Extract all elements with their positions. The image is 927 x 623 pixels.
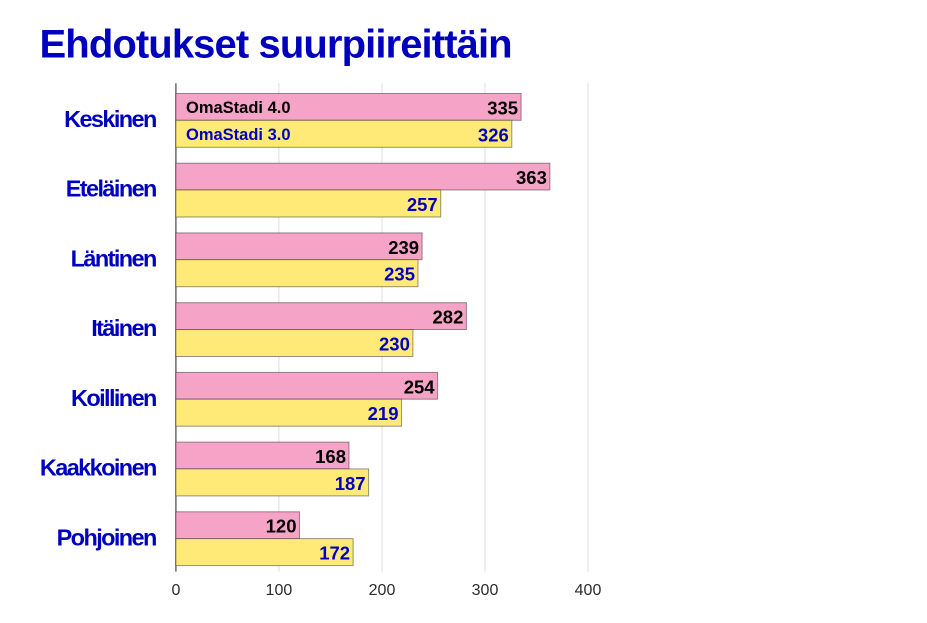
svg-text:0: 0 (171, 582, 180, 599)
svg-text:335: 335 (487, 97, 518, 118)
svg-text:Pohjoinen: Pohjoinen (57, 524, 156, 550)
svg-text:Ehdotukset suurpiireittäin: Ehdotukset suurpiireittäin (40, 23, 512, 67)
svg-text:219: 219 (368, 403, 399, 424)
svg-text:OmaStadi 4.0: OmaStadi 4.0 (186, 99, 291, 117)
svg-text:100: 100 (266, 582, 293, 599)
svg-text:326: 326 (478, 124, 509, 145)
svg-text:168: 168 (315, 446, 346, 467)
svg-text:Kaakkoinen: Kaakkoinen (40, 455, 156, 481)
svg-text:Keskinen: Keskinen (64, 106, 156, 132)
svg-text:Läntinen: Läntinen (71, 245, 156, 271)
svg-text:235: 235 (384, 264, 415, 285)
svg-text:230: 230 (379, 334, 410, 355)
svg-text:400: 400 (575, 582, 602, 599)
svg-text:Itäinen: Itäinen (91, 315, 156, 341)
svg-text:254: 254 (404, 376, 436, 397)
svg-text:120: 120 (266, 516, 297, 537)
svg-text:Koillinen: Koillinen (71, 385, 156, 411)
svg-text:300: 300 (472, 582, 499, 599)
svg-text:187: 187 (335, 473, 366, 494)
svg-text:OmaStadi 3.0: OmaStadi 3.0 (186, 126, 291, 144)
svg-text:239: 239 (388, 237, 419, 258)
svg-text:Eteläinen: Eteläinen (66, 176, 156, 202)
svg-text:363: 363 (516, 167, 547, 188)
svg-text:172: 172 (319, 543, 350, 564)
svg-text:282: 282 (433, 307, 464, 328)
svg-text:200: 200 (369, 582, 396, 599)
svg-text:257: 257 (407, 194, 438, 215)
